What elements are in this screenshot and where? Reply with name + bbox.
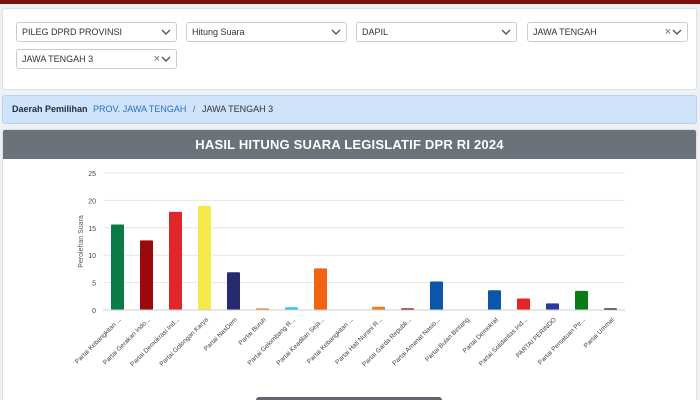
data-type-value: Hitung Suara	[192, 27, 245, 37]
level-select[interactable]: DAPIL	[356, 22, 517, 42]
y-tick-label: 5	[92, 281, 96, 288]
x-tick-label: Partai Demokrasi Ind...	[129, 316, 181, 368]
breadcrumb-link-province[interactable]: PROV. JAWA TENGAH	[93, 104, 187, 114]
vote-bar-chart: 0 5 10 15 20 25 Perolehan Suara Partai Kebangki…	[74, 171, 625, 368]
x-tick-label: Partai Garda Republi...	[361, 316, 413, 368]
level-value: DAPIL	[362, 27, 389, 37]
data-type-select[interactable]: Hitung Suara	[186, 22, 347, 42]
chevron-down-icon[interactable]	[671, 26, 683, 38]
chart-title: HASIL HITUNG SUARA LEGISLATIF DPR RI 202…	[3, 130, 696, 159]
chevron-down-icon[interactable]	[330, 26, 342, 38]
chevron-down-icon[interactable]	[500, 26, 512, 38]
province-select[interactable]: JAWA TENGAH ×	[527, 22, 688, 42]
x-tick-label: Partai Kebangkitan ...	[74, 316, 123, 365]
y-tick-label: 15	[88, 226, 96, 233]
x-tick-label: Partai Golongan Karya	[158, 316, 210, 368]
x-tick-label: Partai Solidaritas Ind...	[478, 316, 529, 367]
election-type-select[interactable]: PILEG DPRD PROVINSI	[16, 22, 177, 42]
breadcrumb-label: Daerah Pemilihan	[12, 104, 88, 114]
bottom-tab[interactable]	[256, 397, 442, 400]
chart-card: HASIL HITUNG SUARA LEGISLATIF DPR RI 202…	[2, 129, 697, 400]
y-axis-title: Perolehan Suara	[78, 215, 85, 268]
bar	[140, 240, 153, 310]
bar	[198, 205, 211, 310]
bar	[372, 306, 385, 310]
y-tick-label: 25	[88, 171, 96, 178]
election-type-value: PILEG DPRD PROVINSI	[22, 27, 123, 37]
x-tick-label: Partai Ummat	[583, 316, 616, 349]
bar	[546, 303, 559, 310]
x-tick-label: Partai Keadilan Seja...	[275, 316, 326, 367]
bar	[111, 224, 124, 310]
chevron-down-icon[interactable]	[160, 26, 172, 38]
y-tick-label: 10	[88, 253, 96, 260]
breadcrumb-separator: /	[192, 104, 196, 114]
close-icon[interactable]: ×	[664, 26, 671, 38]
bar	[169, 211, 182, 310]
bar	[430, 281, 443, 310]
y-tick-label: 20	[88, 198, 96, 205]
top-accent-bar	[0, 0, 700, 4]
breadcrumb-current: JAWA TENGAH 3	[201, 104, 274, 114]
bar	[285, 307, 298, 310]
close-icon[interactable]: ×	[153, 53, 160, 65]
district-value: JAWA TENGAH 3	[22, 54, 94, 64]
bar	[575, 290, 588, 310]
province-value: JAWA TENGAH	[533, 27, 597, 37]
filter-panel: PILEG DPRD PROVINSI Hitung Suara DAPIL J…	[2, 8, 697, 90]
bar	[227, 272, 240, 310]
chevron-down-icon[interactable]	[160, 53, 172, 65]
bar	[517, 298, 530, 310]
district-select[interactable]: JAWA TENGAH 3 ×	[16, 49, 177, 69]
bar	[488, 290, 501, 310]
x-tick-label: Partai Gelombang R...	[246, 316, 297, 367]
bar	[314, 268, 327, 310]
x-tick-label: Partai Amanat Nasio...	[391, 316, 442, 367]
y-tick-label: 0	[92, 308, 96, 315]
x-tick-label: Partai Buruh	[237, 316, 268, 347]
breadcrumb: Daerah Pemilihan PROV. JAWA TENGAH / JAW…	[2, 95, 697, 124]
